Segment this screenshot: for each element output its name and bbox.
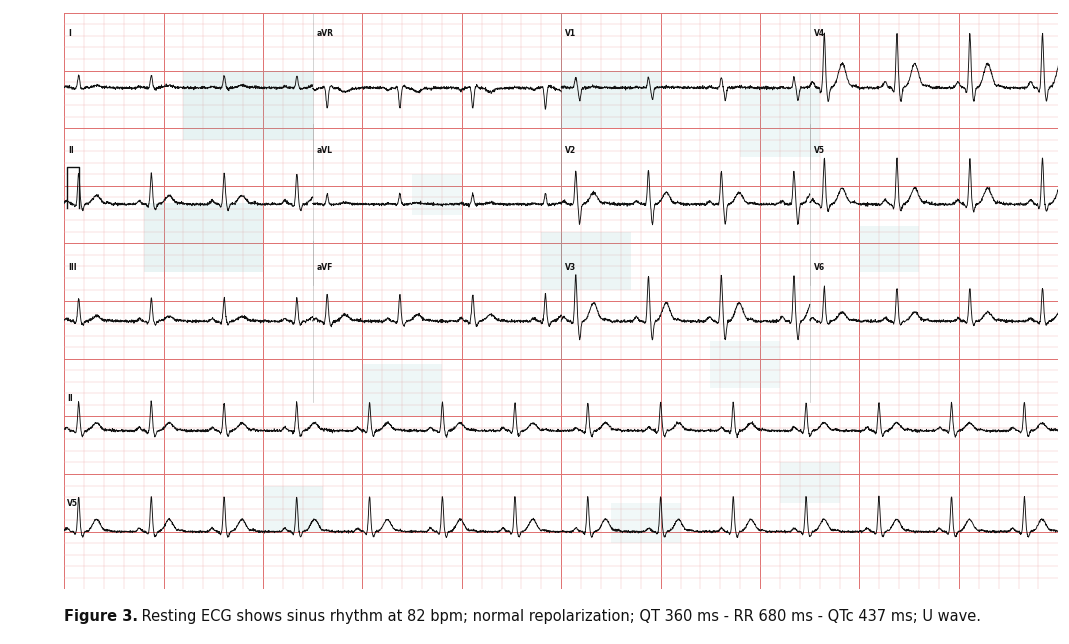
Bar [413, 175, 462, 214]
Text: V4: V4 [814, 30, 825, 39]
Text: Figure 3.: Figure 3. [64, 609, 138, 623]
Bar [143, 203, 263, 272]
Bar [710, 341, 780, 388]
Bar [859, 226, 919, 272]
Text: aVR: aVR [316, 30, 334, 39]
Text: aVF: aVF [316, 263, 334, 272]
Bar [362, 365, 441, 417]
Text: II: II [67, 393, 73, 402]
Bar [541, 232, 631, 290]
Text: V5: V5 [814, 146, 825, 155]
Bar [740, 88, 820, 157]
Bar [263, 486, 323, 532]
Text: V1: V1 [566, 30, 576, 39]
Text: I: I [68, 30, 71, 39]
Text: III: III [68, 263, 77, 272]
Text: V6: V6 [814, 263, 825, 272]
Bar [780, 462, 839, 503]
Bar [184, 70, 312, 140]
Text: Resting ECG shows sinus rhythm at 82 bpm; normal repolarization; QT 360 ms - RR : Resting ECG shows sinus rhythm at 82 bpm… [137, 609, 981, 623]
Text: V2: V2 [566, 146, 576, 155]
Text: V3: V3 [566, 263, 576, 272]
Bar [561, 70, 661, 128]
Bar [611, 503, 681, 543]
Text: II: II [68, 146, 74, 155]
Text: aVL: aVL [316, 146, 332, 155]
Text: V5: V5 [67, 499, 78, 508]
